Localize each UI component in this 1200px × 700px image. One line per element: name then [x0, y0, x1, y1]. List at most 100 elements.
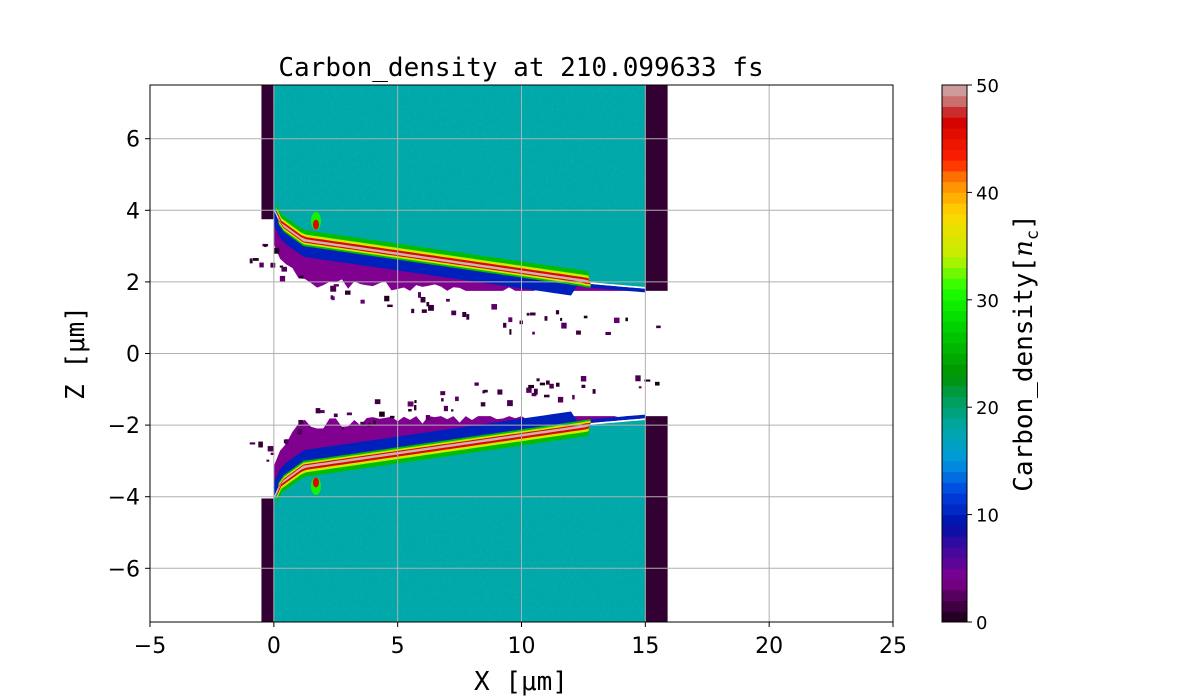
colorbar-tick-label: 40 [976, 183, 999, 204]
colorbar-level [942, 439, 967, 451]
sheath-region [273, 210, 646, 291]
debris [635, 375, 641, 382]
lower-target [249, 375, 668, 622]
colorbar-level [942, 267, 967, 279]
debris [451, 409, 454, 412]
debris [580, 376, 587, 382]
colorbar-level [942, 321, 967, 333]
debris [384, 295, 390, 302]
debris [572, 394, 575, 400]
debris [408, 408, 412, 412]
debris [331, 296, 335, 301]
debris [530, 312, 536, 316]
debris [298, 275, 304, 279]
y-tick-label: 6 [126, 128, 140, 153]
debris [249, 442, 256, 445]
colorbar-tick-label: 10 [976, 506, 999, 527]
colorbar-frame [941, 84, 968, 623]
debris [509, 329, 512, 335]
rear-edge-right [645, 416, 668, 622]
x-axis-label: X [μm] [474, 667, 568, 697]
debris [480, 402, 486, 407]
debris [533, 388, 538, 395]
debris [532, 331, 535, 335]
debris [446, 298, 450, 302]
y-tick-label: −2 [108, 414, 140, 439]
colorbar-level [942, 374, 967, 387]
debris [258, 441, 263, 448]
colorbar-level [942, 600, 967, 612]
y-tick-label: 0 [126, 343, 140, 368]
colorbar-level [942, 246, 967, 258]
colorbar-level [942, 546, 967, 559]
debris [389, 415, 395, 419]
debris [298, 419, 304, 426]
debris [270, 452, 275, 456]
colorbar-level [942, 589, 967, 602]
debris [249, 258, 253, 264]
debris [279, 265, 284, 268]
colorbar-tick-label: 0 [976, 613, 987, 634]
y-tick-label: 4 [126, 199, 140, 224]
colorbar-level [942, 417, 967, 430]
colorbar-level [942, 364, 967, 376]
blue-layer [273, 210, 646, 296]
debris [360, 421, 366, 426]
colorbar-level [942, 557, 967, 569]
debris [440, 391, 446, 396]
colorbar-level [942, 127, 967, 140]
colorbar-level [942, 450, 967, 462]
debris [583, 315, 588, 319]
debris [482, 390, 486, 394]
x-tick-label: 5 [391, 634, 405, 659]
plot-area [249, 85, 668, 622]
debris [284, 439, 289, 445]
debris [266, 459, 270, 462]
y-axis-label: Z [μm] [61, 306, 91, 400]
debris [411, 308, 415, 314]
debris [360, 299, 365, 304]
debris [315, 408, 321, 414]
colorbar-level [942, 213, 967, 226]
debris [508, 317, 513, 323]
debris [333, 284, 339, 287]
debris [373, 420, 376, 425]
rear-edge-left [261, 498, 274, 622]
debris [614, 317, 620, 324]
colorbar-level [942, 471, 967, 483]
debris [466, 314, 470, 320]
compressed-yellow [276, 421, 591, 500]
debris [274, 247, 280, 254]
debris [507, 400, 513, 407]
debris [451, 310, 457, 316]
colorbar-level [942, 611, 967, 623]
debris [483, 389, 488, 393]
colorbar-level [942, 332, 967, 344]
colorbar-level [942, 203, 967, 215]
debris [420, 296, 426, 303]
colorbar-level [942, 256, 967, 269]
debris [330, 285, 337, 292]
debris [656, 325, 661, 329]
rear-edge-left [261, 85, 274, 220]
debris [638, 386, 642, 389]
x-tick-label: 25 [879, 634, 907, 659]
debris [414, 404, 417, 411]
colorbar-level [942, 85, 967, 97]
colorbar-level [942, 525, 967, 537]
debris [543, 394, 550, 398]
y-axis: −6 −4 −2 0 2 4 6 [108, 128, 150, 582]
debris [549, 383, 554, 389]
colorbar-level [942, 224, 967, 236]
debris [344, 290, 351, 295]
debris [279, 275, 286, 282]
density-spike-core [312, 219, 319, 230]
debris [341, 426, 344, 430]
debris [503, 322, 507, 328]
debris [526, 312, 530, 316]
debris [526, 387, 532, 393]
debris [379, 411, 385, 417]
colorbar-level [942, 514, 967, 526]
debris [625, 317, 628, 322]
debris [267, 446, 274, 452]
